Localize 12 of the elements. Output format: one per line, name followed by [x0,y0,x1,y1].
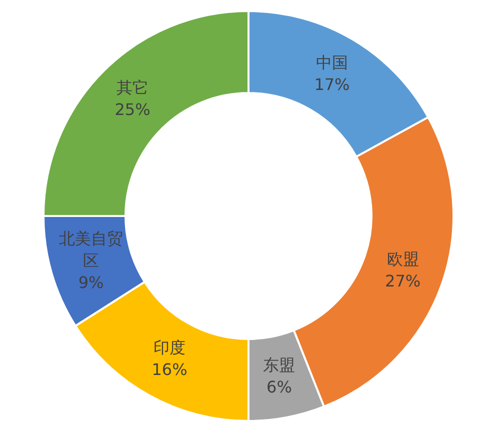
slice-label: 印度 [153,338,186,357]
slice-label: 北美自贸区 [59,228,124,270]
data-label: 6% [266,377,292,396]
slice-label: 中国 [316,52,348,72]
slice-label: 欧盟 [386,250,419,269]
slice-label: 东盟 [263,355,296,374]
data-label: 17% [314,74,350,94]
data-label: 27% [385,272,421,291]
data-label: 16% [152,360,188,379]
data-label: 9% [78,272,104,292]
data-label: 25% [114,100,150,120]
slice-label: 其它 [116,78,149,98]
